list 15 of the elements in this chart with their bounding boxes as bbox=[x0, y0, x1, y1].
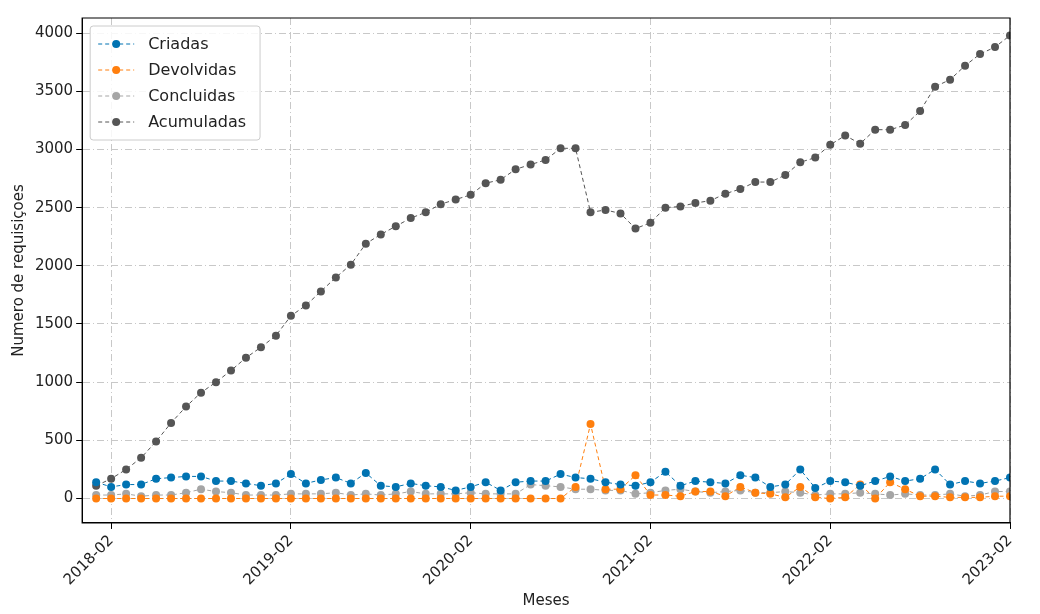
legend-label: Criadas bbox=[148, 34, 209, 54]
y-tick-label: 2500 bbox=[34, 197, 74, 216]
y-tick-label: 4000 bbox=[34, 23, 74, 42]
x-axis-title: Meses bbox=[522, 590, 570, 609]
y-tick-label: 3000 bbox=[34, 139, 74, 158]
y-tick-label: 1000 bbox=[34, 372, 74, 391]
legend-label: Acumuladas bbox=[148, 112, 247, 132]
y-tick-label: 0 bbox=[63, 488, 74, 507]
y-axis-title: Numero de requisiçoes bbox=[8, 184, 27, 357]
y-tick-label: 2000 bbox=[34, 255, 74, 274]
legend-label: Concluidas bbox=[148, 86, 236, 106]
y-tick-label: 3500 bbox=[34, 81, 74, 100]
y-tick-label: 500 bbox=[44, 430, 74, 449]
y-tick-label: 1500 bbox=[34, 313, 74, 332]
legend-label: Devolvidas bbox=[148, 60, 237, 80]
